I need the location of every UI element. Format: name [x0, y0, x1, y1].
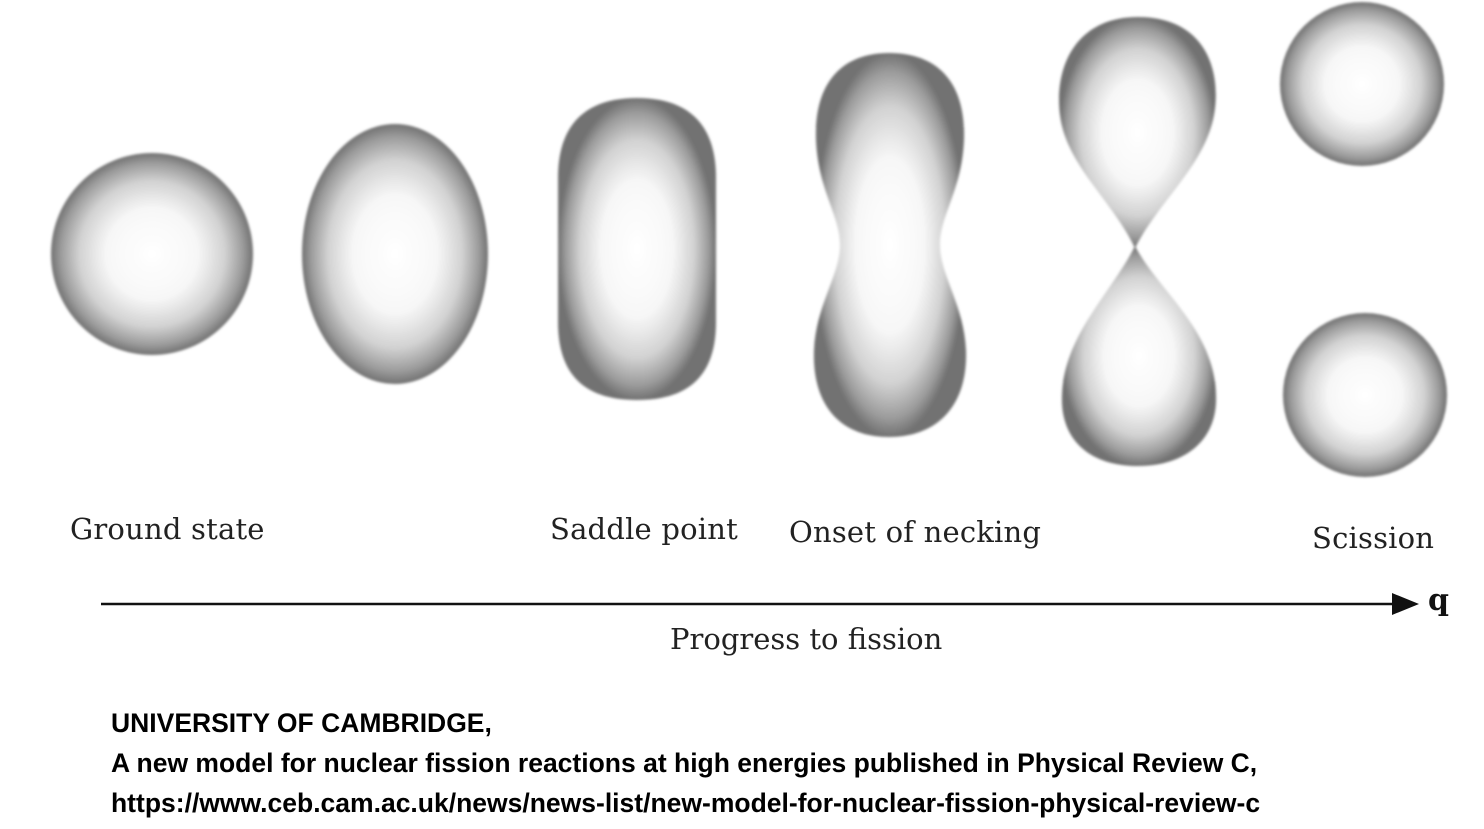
label-scission: Scission — [1312, 521, 1435, 555]
axis-variable-label: q — [1428, 583, 1449, 618]
credit-title: A new model for nuclear fission reaction… — [111, 748, 1258, 778]
nucleus-neck-upper-lobe — [1059, 17, 1216, 248]
label-onset-of-necking: Onset of necking — [789, 515, 1042, 549]
label-ground-state: Ground state — [70, 512, 265, 546]
fragment-lower — [1283, 313, 1447, 477]
axis-caption: Progress to fission — [670, 622, 943, 656]
label-saddle-point: Saddle point — [550, 512, 738, 546]
source-credit: UNIVERSITY OF CAMBRIDGE, A new model for… — [111, 703, 1260, 823]
nucleus-saddle-point — [558, 98, 716, 400]
credit-url: https://www.ceb.cam.ac.uk/news/news-list… — [111, 788, 1261, 818]
credit-source: UNIVERSITY OF CAMBRIDGE, — [111, 708, 492, 738]
nucleus-neck-lower-lobe — [1061, 246, 1217, 466]
fragment-upper — [1280, 2, 1444, 166]
progress-axis-arrowhead — [1392, 593, 1419, 615]
nucleus-deformed — [302, 124, 488, 384]
nucleus-ground-state — [51, 153, 253, 355]
fission-diagram — [51, 2, 1447, 615]
fission-shapes-canvas — [51, 2, 1447, 615]
nucleus-onset-of-necking — [813, 53, 967, 437]
